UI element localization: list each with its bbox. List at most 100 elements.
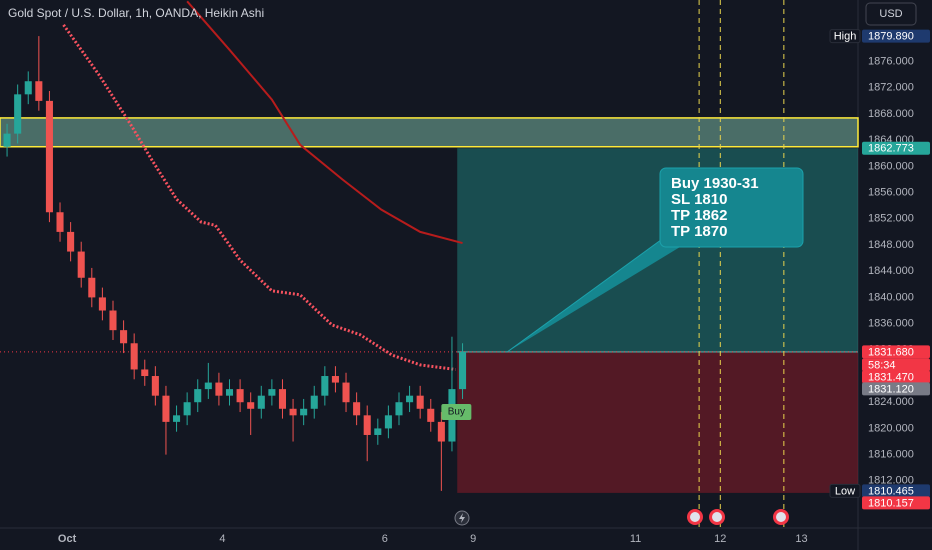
candle-body xyxy=(289,408,297,416)
candle-body xyxy=(416,395,424,409)
y-tick-label: 1872.000 xyxy=(868,82,914,94)
candle-body xyxy=(24,81,32,95)
candle-body xyxy=(120,330,128,344)
price-tag-box xyxy=(829,483,861,498)
candle-body xyxy=(109,310,117,331)
y-tick-label: 1868.000 xyxy=(868,108,914,120)
callout-line: TP 1862 xyxy=(671,207,727,224)
price-label-box xyxy=(862,484,930,498)
candle-body xyxy=(35,81,43,101)
x-tick-label: 12 xyxy=(714,533,726,545)
candle-body xyxy=(14,94,22,134)
price-tag: High xyxy=(834,31,857,43)
candle-body xyxy=(331,376,339,383)
price-label: 1810.157 xyxy=(868,497,914,509)
signal-label: Buy xyxy=(448,407,465,418)
price-label-box xyxy=(862,345,930,359)
zone xyxy=(0,117,859,148)
candle-body xyxy=(406,395,414,403)
callout-line: SL 1810 xyxy=(671,191,727,208)
price-label-box xyxy=(862,29,930,43)
callout-box xyxy=(659,167,804,248)
candle-body xyxy=(353,402,361,416)
price-label: 1831.680 xyxy=(868,346,914,358)
candle-body xyxy=(98,297,106,311)
y-tick-label: 1812.000 xyxy=(868,475,914,487)
price-label-box xyxy=(862,382,930,396)
y-tick-label: 1856.000 xyxy=(868,187,914,199)
price-label: 1862.773 xyxy=(868,143,914,155)
candle-body xyxy=(67,231,75,252)
price-tag-box xyxy=(829,29,861,44)
y-tick-label: 1876.000 xyxy=(868,55,914,67)
x-tick-label: Oct xyxy=(58,533,77,545)
y-tick-label: 1820.000 xyxy=(868,422,914,434)
candle-body xyxy=(321,376,329,396)
price-tag: Low xyxy=(835,485,855,497)
candle-body xyxy=(130,343,138,370)
price-label-box xyxy=(862,141,930,155)
moving-average xyxy=(186,0,463,245)
callout-line: TP 1870 xyxy=(671,223,727,240)
candle-body xyxy=(194,389,202,403)
signal-tag xyxy=(441,404,472,421)
y-tick-label: 1860.000 xyxy=(868,160,914,172)
currency-button[interactable] xyxy=(865,2,917,26)
candle-body xyxy=(56,212,64,232)
x-tick-label: 6 xyxy=(382,533,388,545)
y-tick-label: 1848.000 xyxy=(868,239,914,251)
candle-body xyxy=(268,389,276,396)
price-label: 1810.465 xyxy=(868,485,914,497)
price-label-box xyxy=(862,496,930,510)
candle-body xyxy=(395,402,403,416)
chart-title: Gold Spot / U.S. Dollar, 1h, OANDA, Heik… xyxy=(8,6,264,20)
candle-body xyxy=(342,382,350,403)
price-label: 1831.470 xyxy=(868,371,914,383)
x-tick-label: 4 xyxy=(219,533,225,545)
y-tick-label: 1836.000 xyxy=(868,318,914,330)
candle-body xyxy=(45,100,53,213)
candle-body xyxy=(278,389,286,409)
candle-body xyxy=(257,395,265,409)
callout-line: Buy 1930-31 xyxy=(671,175,759,192)
candle-body xyxy=(173,415,181,422)
x-tick-label: 13 xyxy=(795,533,807,545)
event-icons xyxy=(454,509,789,526)
y-tick-label: 1816.000 xyxy=(868,449,914,461)
candle-body xyxy=(141,369,149,377)
price-label: 1831.120 xyxy=(868,383,914,395)
candle-body xyxy=(384,415,392,429)
candle-body xyxy=(363,415,371,435)
lightning-glyph xyxy=(459,513,465,523)
x-tick-label: 11 xyxy=(630,533,641,545)
event-icon-inner xyxy=(776,512,786,522)
event-icon-inner xyxy=(690,512,700,522)
stop-loss-area xyxy=(457,351,858,493)
price-label: 58:34 xyxy=(868,359,896,371)
candle-body xyxy=(427,408,435,422)
y-tick-label: 1852.000 xyxy=(868,213,914,225)
price-label-box xyxy=(862,370,930,384)
candle-body xyxy=(151,376,159,396)
candle-body xyxy=(204,382,212,390)
candle-body xyxy=(3,133,11,147)
candle-body xyxy=(300,408,308,416)
currency-label[interactable]: USD xyxy=(879,8,902,20)
candle-body xyxy=(215,382,223,396)
candle-body xyxy=(225,389,234,396)
candle-body xyxy=(459,351,467,390)
candle-body xyxy=(183,402,191,416)
moving-average xyxy=(62,24,456,371)
candle-body xyxy=(247,402,255,409)
y-tick-label: 1824.000 xyxy=(868,396,914,408)
event-icon-inner xyxy=(712,512,722,522)
candle-body xyxy=(162,395,170,422)
price-label: 1879.890 xyxy=(868,31,914,43)
x-tick-label: 9 xyxy=(470,533,476,545)
candle-body xyxy=(374,428,382,435)
candle-body xyxy=(77,251,85,278)
price-label-box xyxy=(862,358,930,372)
